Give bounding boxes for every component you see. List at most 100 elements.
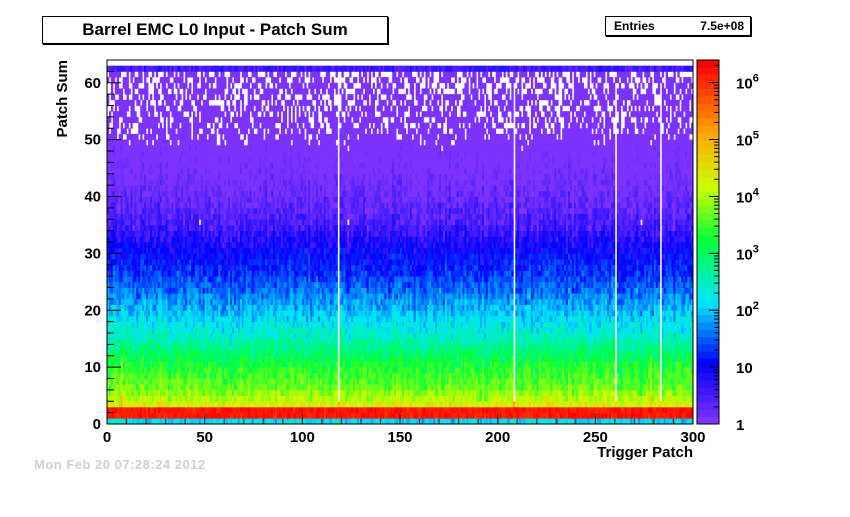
heat-cell xyxy=(153,395,157,402)
heat-cell xyxy=(189,162,192,169)
heat-cell xyxy=(173,372,176,379)
heat-cell xyxy=(181,327,184,334)
heat-cell xyxy=(126,88,129,95)
heat-cell xyxy=(167,321,170,328)
heat-cell xyxy=(155,310,159,317)
heat-cell xyxy=(187,412,190,419)
heat-cell xyxy=(128,133,131,141)
heat-cell xyxy=(190,196,194,203)
heat-cell xyxy=(126,333,129,340)
heat-cell xyxy=(107,338,110,345)
heat-cell xyxy=(251,88,254,95)
heat-cell xyxy=(140,190,143,197)
heat-cell xyxy=(161,298,165,305)
heat-cell xyxy=(110,202,114,209)
heat-cell xyxy=(189,418,192,424)
heat-cell xyxy=(169,310,172,317)
heat-cell xyxy=(185,367,188,374)
heat-cell xyxy=(187,298,190,305)
heat-cell xyxy=(163,401,166,408)
heat-cell xyxy=(144,253,147,260)
heat-cell xyxy=(183,207,186,214)
heat-cell xyxy=(136,264,139,271)
heat-cell xyxy=(171,270,174,277)
heat-cell xyxy=(171,361,174,368)
heat-cell xyxy=(175,355,178,362)
heat-cell xyxy=(142,287,145,294)
heat-cell xyxy=(128,264,131,271)
heat-cell xyxy=(190,179,194,186)
heat-cell xyxy=(155,116,159,123)
heat-cell xyxy=(148,344,151,351)
heat-cell xyxy=(140,287,143,294)
heat-cell xyxy=(134,384,137,391)
heat-cell xyxy=(157,384,161,391)
heat-cell xyxy=(241,105,245,112)
heat-cell xyxy=(110,139,114,146)
heat-cell xyxy=(175,116,178,123)
heat-cell xyxy=(118,350,122,357)
heat-cell xyxy=(138,190,141,197)
heat-cell xyxy=(134,77,137,84)
heat-cell xyxy=(142,401,145,408)
heat-cell xyxy=(132,406,135,414)
heat-cell xyxy=(187,224,190,232)
heat-cell xyxy=(159,298,163,305)
heat-cell xyxy=(189,151,192,158)
heat-cell xyxy=(190,310,194,317)
heat-cell xyxy=(187,71,190,78)
heat-cell xyxy=(126,389,129,396)
heat-cell xyxy=(108,242,112,249)
heat-cell xyxy=(185,361,188,368)
heat-cell xyxy=(134,264,137,271)
heat-cell xyxy=(149,401,153,408)
heat-cell xyxy=(175,230,178,237)
heat-cell xyxy=(146,293,149,300)
heat-cell xyxy=(122,105,125,112)
heat-cell xyxy=(146,361,149,368)
heat-cell xyxy=(185,378,188,385)
heat-cell xyxy=(136,151,139,158)
heat-cell xyxy=(138,71,141,78)
heat-cell xyxy=(149,372,153,379)
heat-cell xyxy=(120,412,124,419)
heat-cell xyxy=(122,361,125,368)
heat-cell xyxy=(112,196,116,203)
heat-cell xyxy=(108,139,112,146)
heat-cell xyxy=(159,168,163,175)
heat-cell xyxy=(165,168,168,175)
heat-cell xyxy=(122,128,125,135)
heat-cell xyxy=(181,236,184,243)
heat-cell xyxy=(116,355,120,362)
heat-cell xyxy=(126,116,129,123)
heat-cell xyxy=(130,367,133,374)
heat-cell xyxy=(134,111,137,118)
heat-cell xyxy=(140,253,143,260)
heat-cell xyxy=(122,236,125,243)
heat-cell xyxy=(185,230,188,237)
heat-cell xyxy=(122,213,125,220)
heat-cell xyxy=(112,321,116,328)
heat-cell xyxy=(167,395,170,402)
heat-cell xyxy=(185,395,188,402)
heat-cell xyxy=(185,122,188,129)
heat-cell xyxy=(171,310,174,317)
heat-cell xyxy=(179,65,182,72)
heat-cell xyxy=(187,253,190,260)
heat-cell xyxy=(124,253,127,260)
heat-cell xyxy=(110,128,114,135)
heat-cell xyxy=(116,224,120,232)
heat-cell xyxy=(107,327,110,334)
heat-cell xyxy=(126,367,129,374)
heat-cell xyxy=(169,230,172,237)
heat-cell xyxy=(134,401,137,408)
heat-cell xyxy=(153,350,157,357)
heat-cell xyxy=(118,315,122,323)
heat-cell xyxy=(177,230,180,237)
heat-cell xyxy=(124,406,127,414)
heat-cell xyxy=(181,350,184,357)
heat-cell xyxy=(183,185,186,192)
heat-cell xyxy=(165,230,168,237)
heat-cell xyxy=(175,179,178,186)
heat-cell xyxy=(149,281,153,288)
